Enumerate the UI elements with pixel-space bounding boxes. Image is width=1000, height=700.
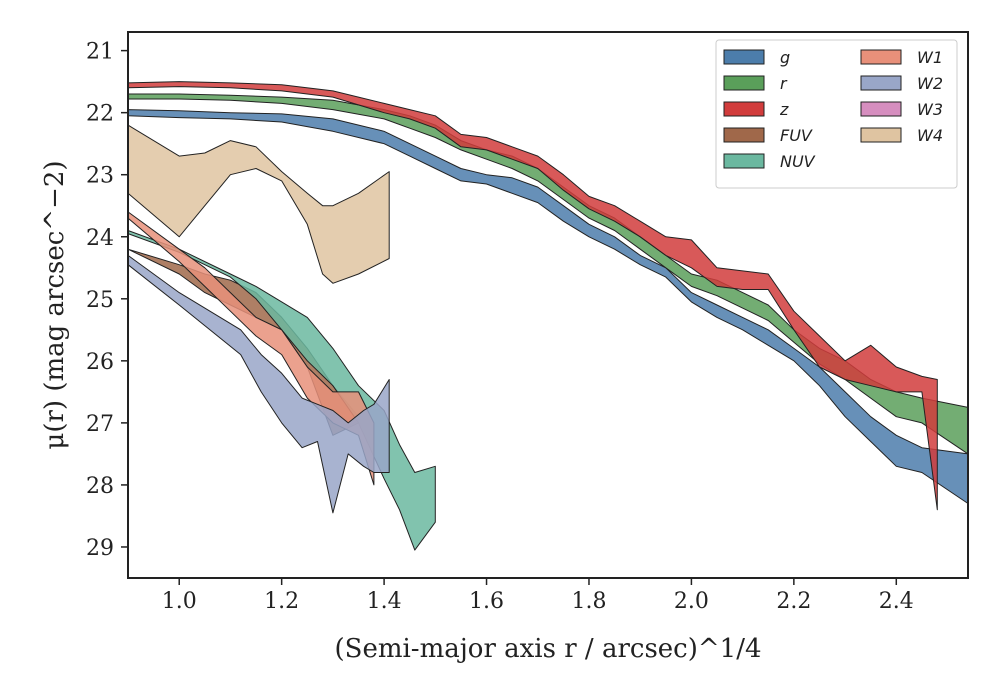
legend-swatch-fuv [723, 127, 765, 143]
band-layer [127, 81, 969, 551]
plot-frame [127, 31, 969, 579]
band-w2 [127, 254, 390, 514]
x-tick-label: 1.8 [571, 589, 606, 614]
legend: grz FUV NUV W1 W2 W3 W4 [715, 39, 958, 189]
y-axis-ticks: 21 22 23 24 25 26 27 28 29 [86, 40, 128, 561]
y-axis-label: μ(r) (mag arcsec^−2) [40, 160, 70, 449]
legend-swatch-w3 [860, 101, 902, 117]
legend-label-w2: W2 [917, 74, 943, 93]
legend-label-fuv: FUV [780, 126, 813, 145]
legend-label-r: r [780, 74, 788, 93]
band-w4 [127, 124, 390, 284]
x-tick-label: 1.6 [469, 589, 504, 614]
legend-swatch-w4 [860, 127, 902, 143]
y-tick-label: 27 [86, 412, 114, 437]
legend-label-w4: W4 [917, 126, 943, 145]
legend-label-w1: W1 [917, 48, 943, 67]
x-tick-label: 2.4 [879, 589, 914, 614]
legend-swatch-g [723, 49, 765, 65]
legend-swatch-w2 [860, 75, 902, 91]
x-tick-label: 1.2 [264, 589, 299, 614]
x-tick-label: 1.0 [162, 589, 197, 614]
y-tick-label: 24 [86, 226, 114, 251]
legend-label-nuv: NUV [780, 152, 816, 171]
y-tick-label: 21 [86, 40, 114, 65]
x-tick-label: 2.2 [776, 589, 811, 614]
y-tick-label: 29 [86, 536, 114, 561]
band-w1 [127, 211, 375, 486]
band-z [127, 81, 938, 511]
x-tick-label: 2.0 [674, 589, 709, 614]
legend-label-g: g [780, 48, 790, 67]
x-axis-label: (Semi-major axis r / arcsec)^1/4 [334, 634, 761, 664]
x-tick-label: 1.4 [367, 589, 402, 614]
y-tick-label: 26 [86, 350, 114, 375]
y-tick-label: 22 [86, 102, 114, 127]
legend-swatch-z [723, 101, 765, 117]
legend-swatch-nuv [723, 153, 765, 169]
y-tick-label: 23 [86, 164, 114, 189]
legend-swatch-w1 [860, 49, 902, 65]
y-tick-label: 28 [86, 474, 114, 499]
y-tick-label: 25 [86, 288, 114, 313]
legend-swatch-r [723, 75, 765, 91]
band-nuv [127, 230, 436, 551]
legend-label-z: z [779, 100, 789, 119]
legend-label-w3: W3 [917, 100, 943, 119]
x-axis-ticks: 1.0 1.2 1.4 1.6 1.8 2.0 2.2 2.4 [162, 578, 914, 614]
